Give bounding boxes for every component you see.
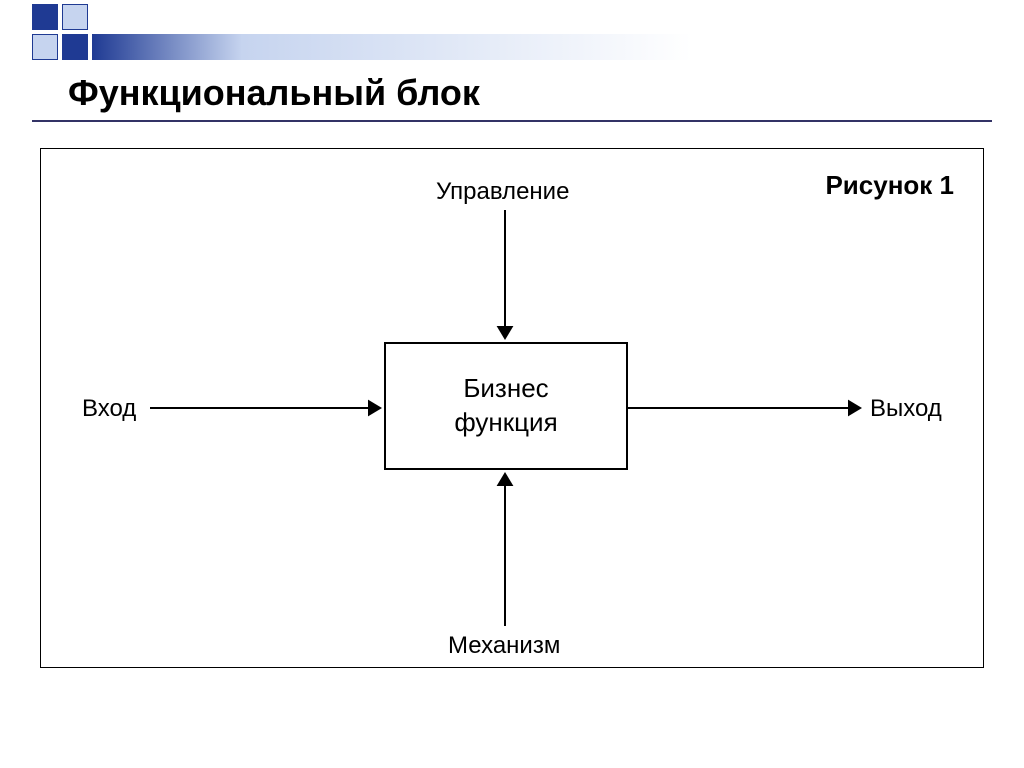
- function-block-text-line2: функция: [454, 406, 557, 440]
- function-block: Бизнес функция: [384, 342, 628, 470]
- function-block-text-line1: Бизнес: [463, 372, 548, 406]
